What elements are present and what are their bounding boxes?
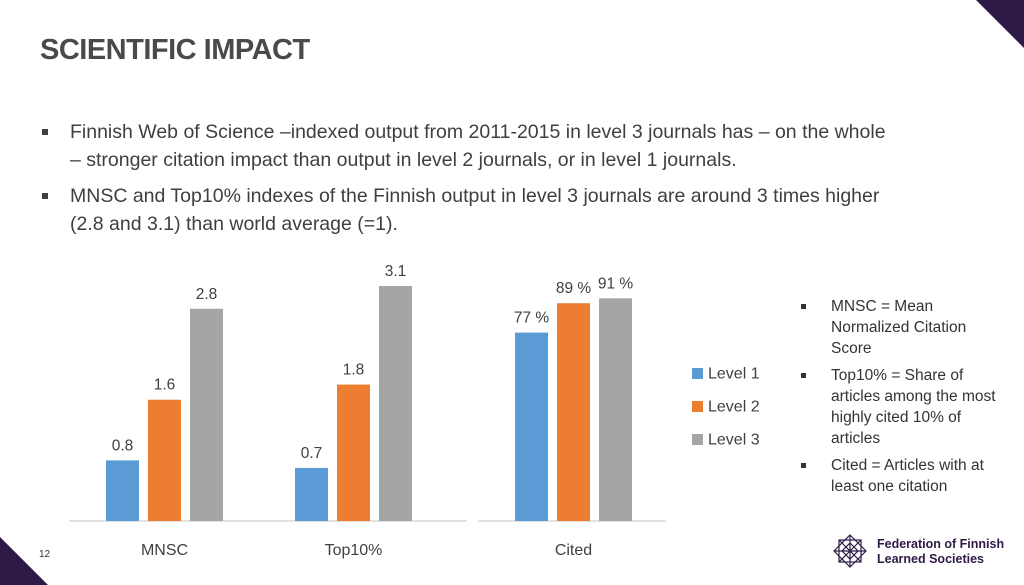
bar bbox=[515, 332, 548, 521]
corner-decoration-top-right bbox=[976, 0, 1024, 48]
category-label: Cited bbox=[555, 542, 592, 559]
square-bullet-icon bbox=[42, 129, 48, 135]
legend-swatch bbox=[692, 401, 703, 412]
legend-swatch bbox=[692, 368, 703, 379]
definition-text: MNSC = Mean Normalized Citation Score bbox=[831, 298, 967, 357]
slide-title: SCIENTIFIC IMPACT bbox=[40, 34, 310, 66]
bar bbox=[106, 460, 139, 521]
square-bullet-icon bbox=[42, 193, 48, 199]
bullet-text: MNSC and Top10% indexes of the Finnish o… bbox=[70, 185, 880, 235]
data-label: 3.1 bbox=[385, 263, 407, 280]
bullet-list: Finnish Web of Science –indexed output f… bbox=[40, 118, 900, 246]
square-bullet-icon bbox=[801, 463, 806, 468]
category-label: MNSC bbox=[141, 542, 188, 559]
legend-label: Level 3 bbox=[708, 432, 760, 449]
legend-label: Level 1 bbox=[708, 366, 760, 383]
data-label: 1.8 bbox=[343, 362, 365, 379]
bar bbox=[148, 399, 181, 521]
bar bbox=[599, 298, 632, 521]
definition-item: Top10% = Share of articles among the mos… bbox=[796, 365, 1006, 449]
data-label: 89 % bbox=[556, 280, 592, 297]
data-label: 1.6 bbox=[154, 377, 176, 394]
square-bullet-icon bbox=[801, 304, 806, 309]
definition-text: Top10% = Share of articles among the mos… bbox=[831, 367, 996, 447]
data-label: 91 % bbox=[598, 275, 634, 292]
legend-swatch bbox=[692, 434, 703, 445]
bullet-item: Finnish Web of Science –indexed output f… bbox=[40, 118, 900, 174]
bar bbox=[190, 308, 223, 521]
corner-decoration-bottom-left bbox=[0, 537, 48, 585]
data-label: 77 % bbox=[514, 310, 550, 327]
organization-name-line2: Learned Societies bbox=[877, 552, 984, 566]
bar bbox=[557, 303, 590, 521]
bullet-text: Finnish Web of Science –indexed output f… bbox=[70, 121, 886, 171]
organization-name: Federation of Finnish Learned Societies bbox=[877, 537, 1004, 567]
definition-text: Cited = Articles with at least one citat… bbox=[831, 457, 984, 495]
bar bbox=[337, 384, 370, 521]
organization-name-line1: Federation of Finnish bbox=[877, 537, 1005, 551]
data-label: 0.8 bbox=[112, 437, 134, 454]
square-bullet-icon bbox=[801, 373, 806, 378]
data-label: 2.8 bbox=[196, 286, 218, 303]
page-number: 12 bbox=[39, 549, 51, 560]
definitions-list: MNSC = Mean Normalized Citation Score To… bbox=[796, 296, 1006, 503]
bar bbox=[379, 286, 412, 521]
star-lattice-icon bbox=[833, 534, 867, 568]
data-label: 0.7 bbox=[301, 445, 323, 462]
legend-label: Level 2 bbox=[708, 399, 760, 416]
category-label: Top10% bbox=[325, 542, 383, 559]
bar bbox=[295, 467, 328, 521]
definition-item: MNSC = Mean Normalized Citation Score bbox=[796, 296, 1006, 359]
bullet-item: MNSC and Top10% indexes of the Finnish o… bbox=[40, 182, 900, 238]
organization-logo-block: Federation of Finnish Learned Societies bbox=[833, 534, 1023, 570]
definition-item: Cited = Articles with at least one citat… bbox=[796, 455, 1006, 497]
